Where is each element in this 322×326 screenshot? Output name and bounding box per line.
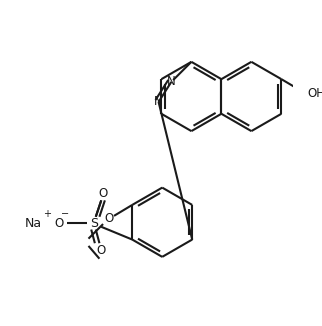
Text: Na: Na <box>25 217 43 230</box>
Text: −: − <box>61 209 69 219</box>
Text: S: S <box>90 217 98 230</box>
Text: N: N <box>167 75 176 88</box>
Text: O: O <box>55 217 64 230</box>
Text: OH: OH <box>307 87 322 100</box>
Text: N: N <box>154 96 163 109</box>
Text: O: O <box>104 212 113 225</box>
Text: +: + <box>43 209 51 219</box>
Text: O: O <box>97 244 106 257</box>
Text: O: O <box>99 187 108 200</box>
